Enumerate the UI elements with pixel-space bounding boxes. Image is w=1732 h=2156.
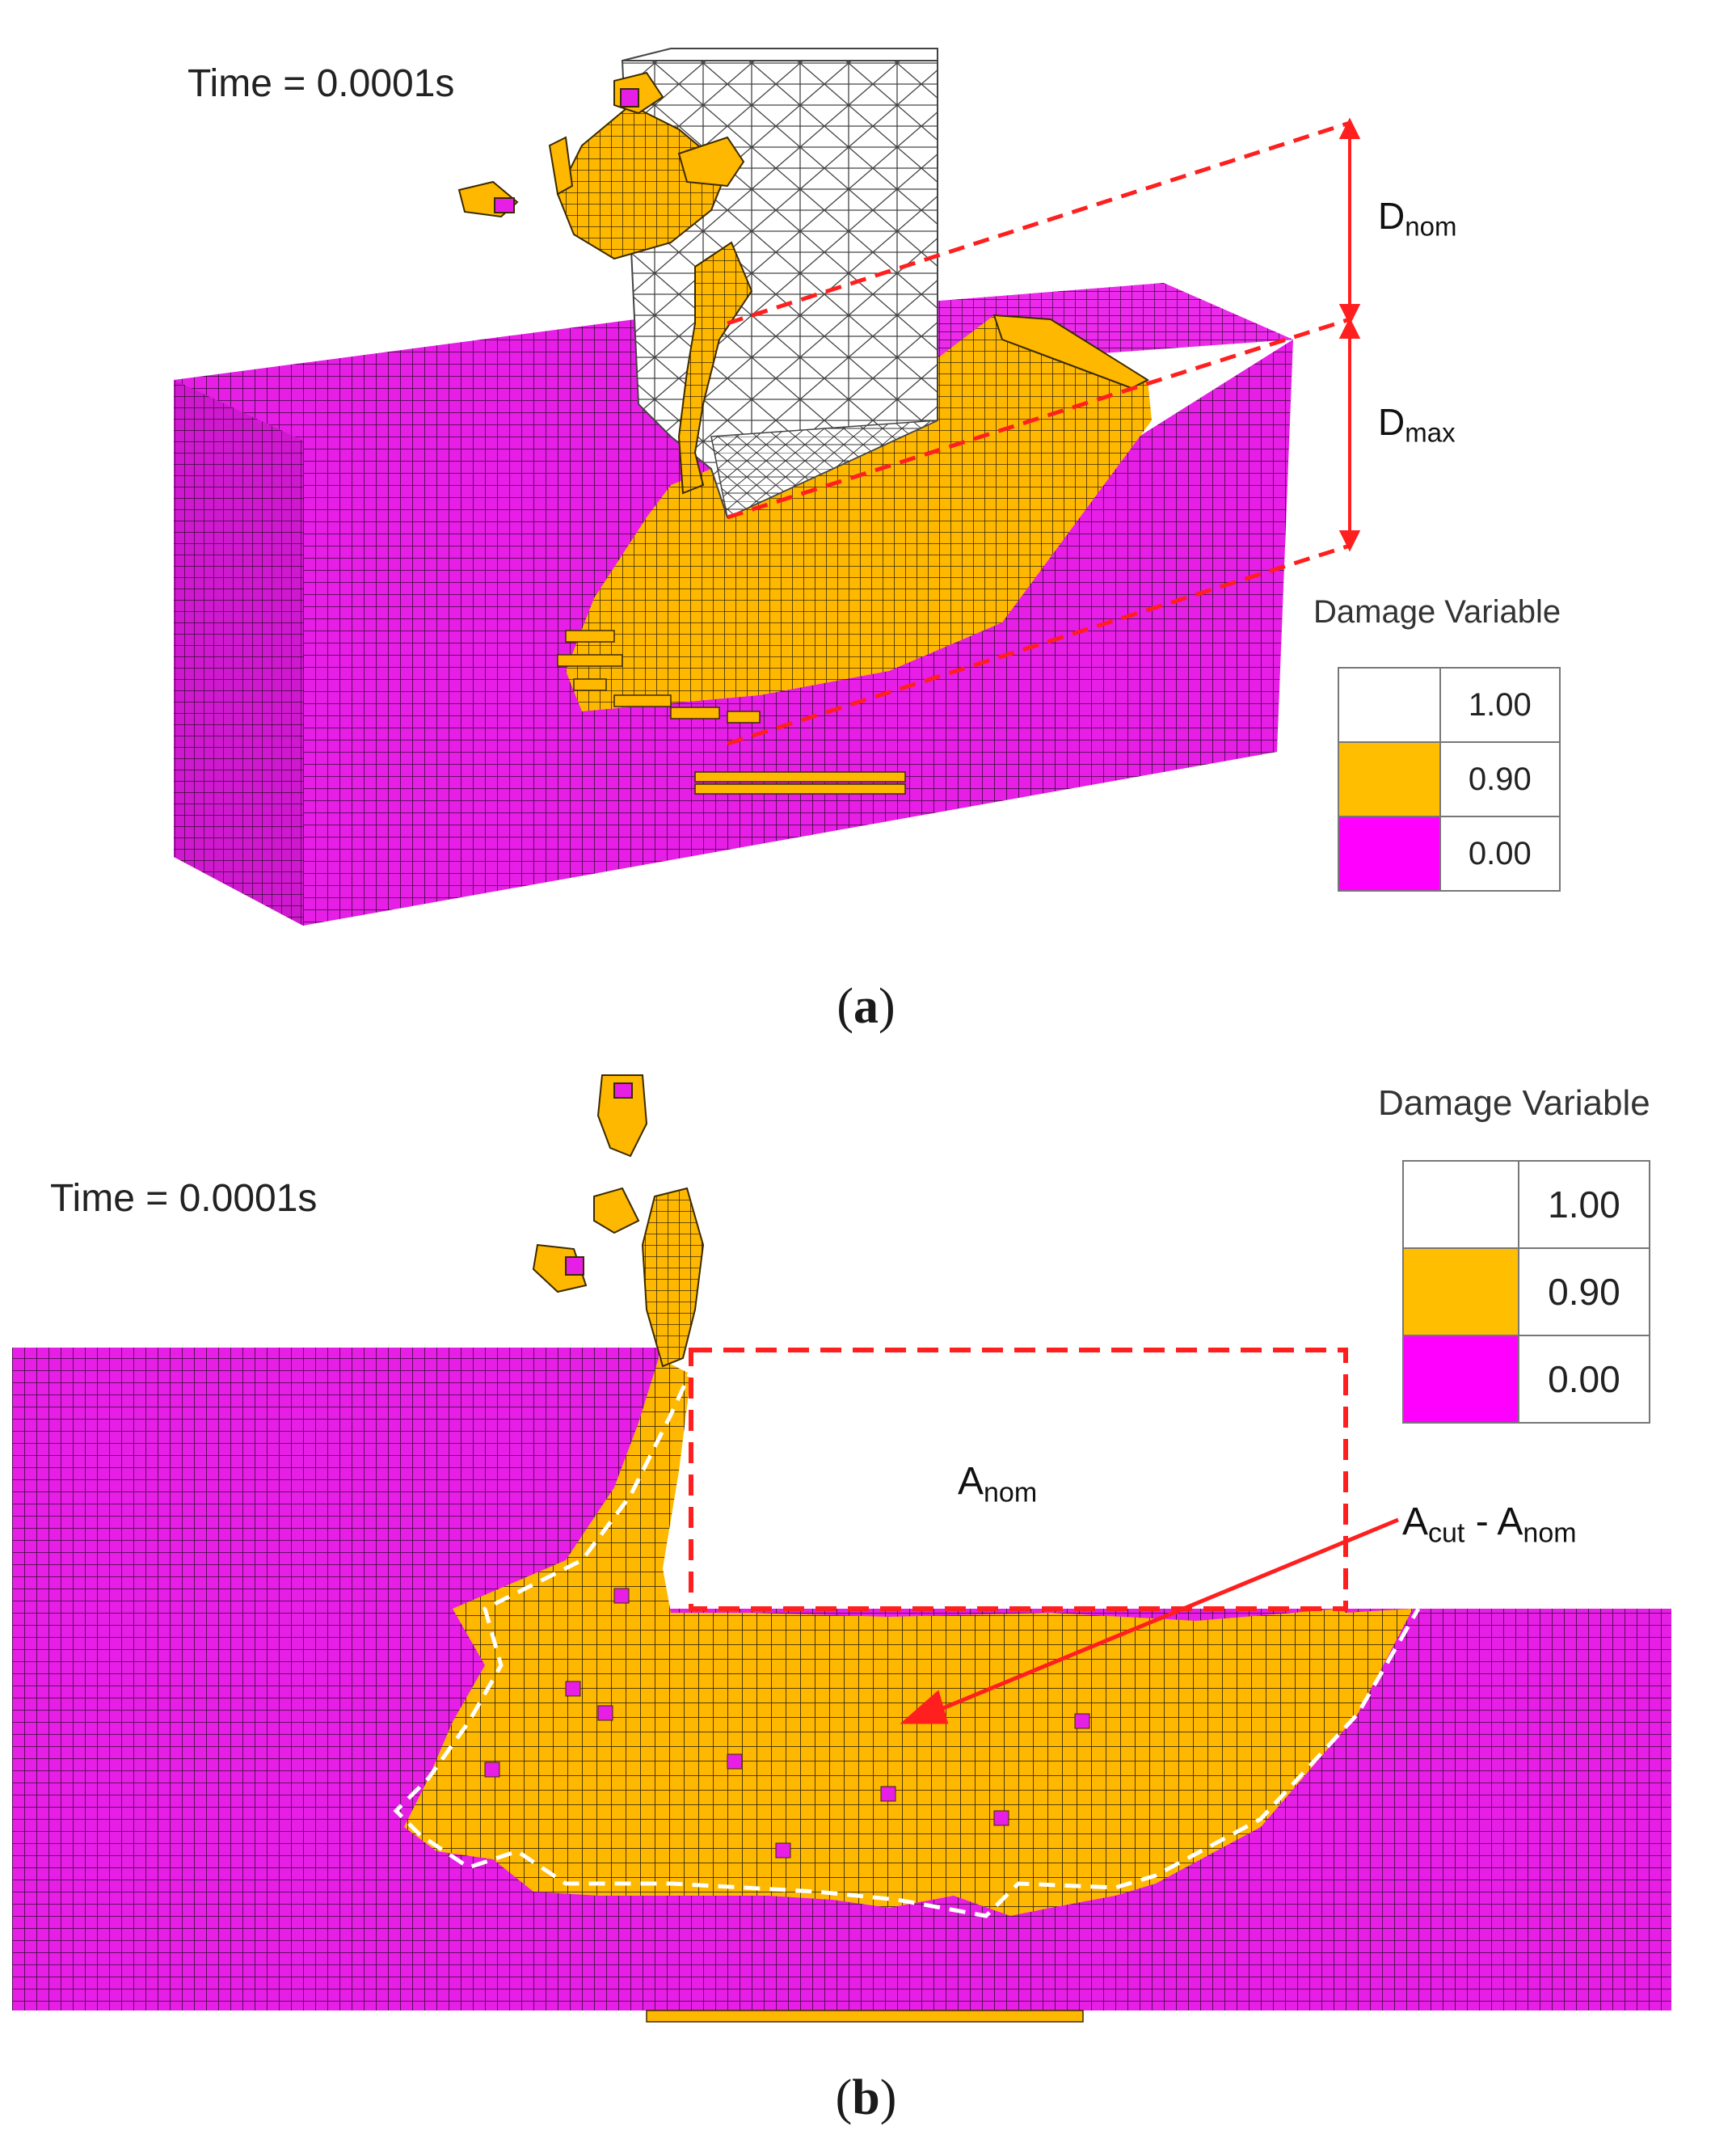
caption-a: (a) (0, 978, 1732, 1036)
label-a-nom: Anom (958, 1459, 1037, 1509)
legend-value: 0.90 (1519, 1248, 1650, 1335)
beam-end-face (174, 380, 303, 926)
legend-swatch-magenta (1403, 1335, 1519, 1423)
legend-value: 1.00 (1440, 668, 1560, 742)
chips-b (533, 1075, 703, 1366)
panel-a-model (174, 49, 1358, 926)
caption-b: (b) (0, 2070, 1732, 2127)
legend-title-b: Damage Variable (1378, 1083, 1650, 1124)
bottom-support-a (695, 784, 905, 794)
legend-title-a: Damage Variable (1313, 594, 1561, 631)
legend-swatch-magenta (1338, 816, 1440, 891)
dimension-label-dmax: Dmax (1378, 400, 1456, 448)
legend-swatch-orange (1403, 1248, 1519, 1335)
legend-swatch-white (1338, 668, 1440, 742)
time-label-a: Time = 0.0001s (188, 61, 454, 106)
legend-value: 0.90 (1440, 742, 1560, 816)
time-label-b: Time = 0.0001s (50, 1176, 317, 1221)
legend-swatch-orange (1338, 742, 1440, 816)
bottom-support-b (647, 2010, 1083, 2022)
legend-table-b: 1.00 0.90 0.00 (1402, 1160, 1650, 1424)
dimension-label-dnom: Dnom (1378, 194, 1456, 242)
legend-swatch-white (1403, 1161, 1519, 1248)
label-a-cut-minus-a-nom: Acut - Anom (1402, 1500, 1577, 1550)
tool-block-top (622, 49, 938, 61)
legend-value: 1.00 (1519, 1161, 1650, 1248)
dimension-arrows-a (1342, 121, 1358, 548)
legend-a: Damage Variable 1.00 0.90 0.00 (1313, 594, 1561, 631)
legend-b: Damage Variable 1.00 0.90 0.00 (1378, 1083, 1650, 1124)
legend-table-a: 1.00 0.90 0.00 (1338, 667, 1561, 892)
legend-value: 0.00 (1440, 816, 1560, 891)
legend-value: 0.00 (1519, 1335, 1650, 1423)
